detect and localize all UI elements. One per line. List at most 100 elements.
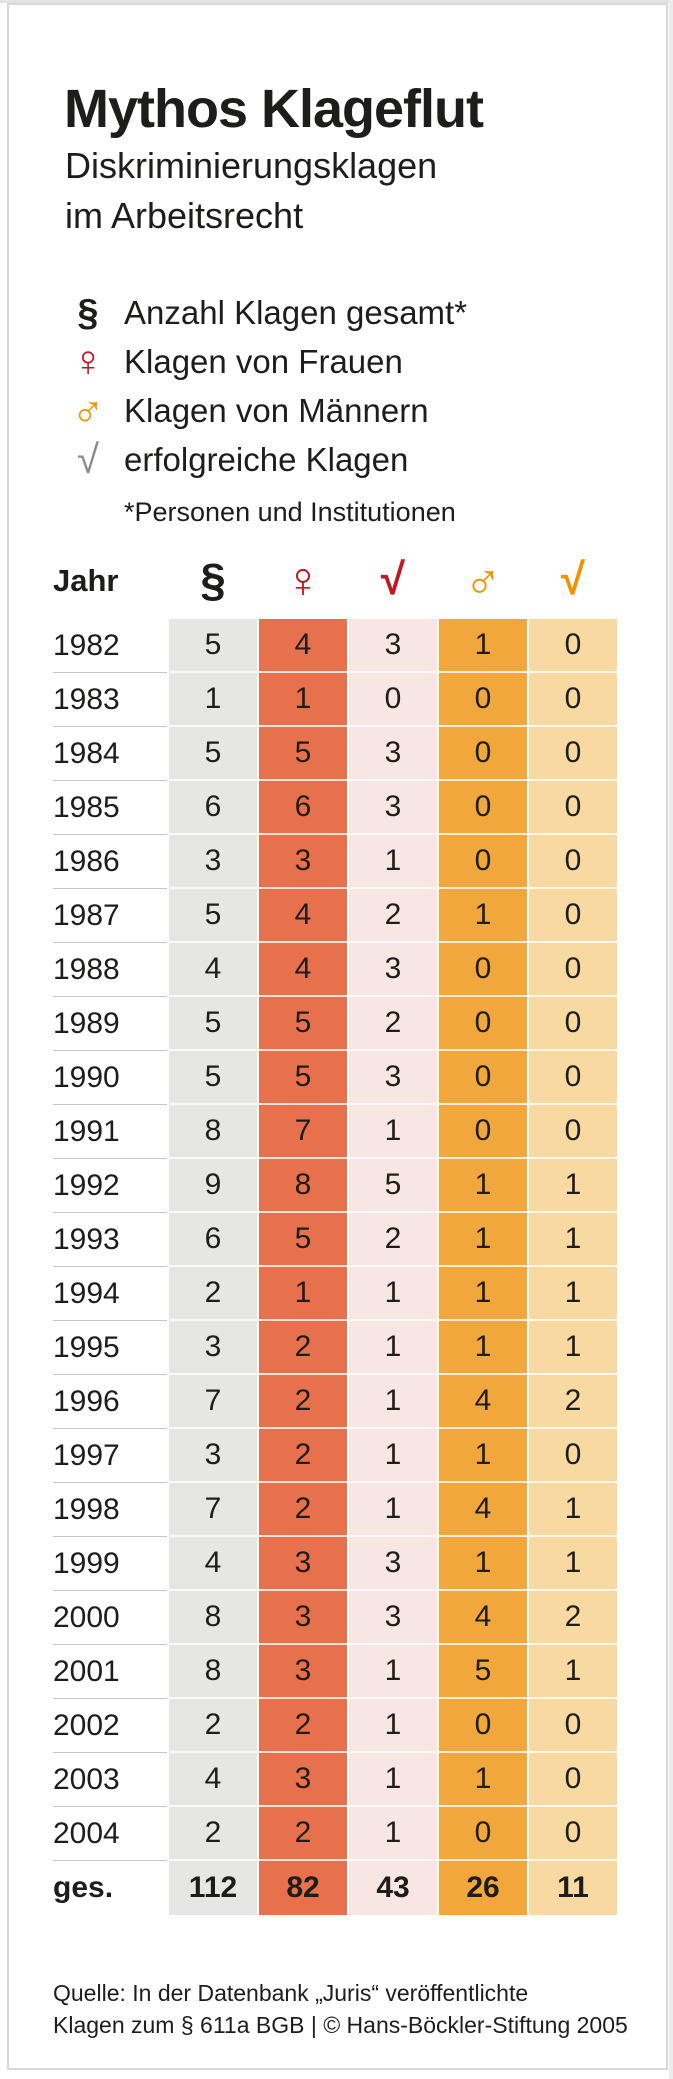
cell-women-success: 1 [349, 1267, 437, 1321]
table-body: 1982 5 4 3 1 0 1983 1 1 0 0 0 1984 5 5 3… [53, 619, 617, 1915]
cell-men: 0 [439, 1699, 527, 1753]
section-sign-icon: § [77, 291, 99, 334]
column-header-men-success check-mark-icon: √ [560, 555, 586, 604]
page-title: Mythos Klageflut [64, 79, 484, 140]
legend-item-success: √ erfolgreiche Klagen [62, 435, 467, 484]
male-sign-icon: ♂ [71, 385, 105, 435]
cell-men: 26 [439, 1861, 527, 1915]
cell-men-success: 0 [529, 1051, 617, 1105]
cell-women: 1 [259, 673, 347, 727]
legend-item-men: ♂ Klagen von Männern [62, 386, 467, 435]
cell-men-success: 0 [529, 1105, 617, 1159]
cell-women-success: 3 [349, 1591, 437, 1645]
cell-men-success: 0 [529, 619, 617, 673]
cell-women-success: 1 [349, 1807, 437, 1861]
cell-men-success: 0 [529, 1753, 617, 1807]
cell-men-success: 0 [529, 943, 617, 997]
cell-total: 2 [169, 1267, 257, 1321]
row-year: 1988 [53, 943, 167, 997]
row-year: 1985 [53, 781, 167, 835]
row-year: 1997 [53, 1429, 167, 1483]
row-year: 1986 [53, 835, 167, 889]
cell-total: 7 [169, 1483, 257, 1537]
cell-men: 1 [439, 1213, 527, 1267]
cell-women-success: 1 [349, 1645, 437, 1699]
cell-men: 0 [439, 673, 527, 727]
cell-women: 6 [259, 781, 347, 835]
cell-women: 3 [259, 1753, 347, 1807]
row-year: 1987 [53, 889, 167, 943]
row-year: 2001 [53, 1645, 167, 1699]
cell-total: 4 [169, 1753, 257, 1807]
cell-total: 3 [169, 1429, 257, 1483]
column-header-women female-sign-icon: ♀ [284, 552, 322, 608]
cell-women-success: 0 [349, 673, 437, 727]
legend-item-women: ♀ Klagen von Frauen [62, 337, 467, 386]
cell-women-success: 1 [349, 1429, 437, 1483]
cell-women-success: 3 [349, 727, 437, 781]
column-header-total section-sign-icon: § [200, 554, 226, 606]
cell-women: 3 [259, 1645, 347, 1699]
cell-women: 7 [259, 1105, 347, 1159]
cell-men: 1 [439, 1429, 527, 1483]
cell-men-success: 2 [529, 1591, 617, 1645]
cell-women-success: 1 [349, 1699, 437, 1753]
right-edge-strip [669, 0, 673, 2079]
cell-women: 4 [259, 619, 347, 673]
cell-total: 112 [169, 1861, 257, 1915]
cell-men-success: 0 [529, 673, 617, 727]
page-subtitle: Diskriminierungsklagen im Arbeitsrecht [65, 141, 437, 241]
cell-women-success: 3 [349, 781, 437, 835]
cell-men: 0 [439, 943, 527, 997]
cell-men-success: 1 [529, 1645, 617, 1699]
row-year: 1993 [53, 1213, 167, 1267]
cell-men: 0 [439, 781, 527, 835]
cell-total: 5 [169, 1051, 257, 1105]
row-year: 1996 [53, 1375, 167, 1429]
cell-women: 2 [259, 1429, 347, 1483]
cell-men: 0 [439, 835, 527, 889]
cell-men-success: 0 [529, 835, 617, 889]
subtitle-line-2: im Arbeitsrecht [65, 195, 304, 236]
cell-women: 3 [259, 835, 347, 889]
cell-total: 8 [169, 1645, 257, 1699]
source-note: Quelle: In der Datenbank „Juris“ veröffe… [53, 1977, 628, 2041]
legend-footnote: *Personen und Institutionen [124, 497, 456, 527]
cell-women: 2 [259, 1483, 347, 1537]
cell-men-success: 1 [529, 1321, 617, 1375]
check-mark-icon: √ [77, 437, 99, 482]
column-header-year: Jahr [53, 562, 119, 598]
top-edge-strip [0, 0, 673, 3]
cell-total: 5 [169, 997, 257, 1051]
cell-men: 1 [439, 1753, 527, 1807]
row-year: 1990 [53, 1051, 167, 1105]
cell-men-success: 0 [529, 1429, 617, 1483]
cell-women: 2 [259, 1699, 347, 1753]
legend-label-success: erfolgreiche Klagen [124, 440, 409, 478]
cell-total: 3 [169, 1321, 257, 1375]
cell-men: 1 [439, 1159, 527, 1213]
cell-men: 0 [439, 997, 527, 1051]
cell-women: 2 [259, 1375, 347, 1429]
cell-total: 3 [169, 835, 257, 889]
cell-men-success: 1 [529, 1159, 617, 1213]
cell-men-success: 1 [529, 1483, 617, 1537]
cell-women: 1 [259, 1267, 347, 1321]
cell-women: 4 [259, 889, 347, 943]
cell-men: 1 [439, 1267, 527, 1321]
cell-total: 4 [169, 1537, 257, 1591]
row-year: 2002 [53, 1699, 167, 1753]
cell-men: 4 [439, 1375, 527, 1429]
cell-total: 2 [169, 1807, 257, 1861]
row-year: 1983 [53, 673, 167, 727]
cell-men: 4 [439, 1483, 527, 1537]
table-header: Jahr § ♀ √ ♂ √ [53, 544, 617, 616]
cell-total: 8 [169, 1591, 257, 1645]
row-year: 2000 [53, 1591, 167, 1645]
cell-total: 1 [169, 673, 257, 727]
cell-women-success: 3 [349, 1537, 437, 1591]
cell-men-success: 0 [529, 781, 617, 835]
row-year: 1998 [53, 1483, 167, 1537]
cell-men-success: 1 [529, 1213, 617, 1267]
cell-women: 2 [259, 1807, 347, 1861]
